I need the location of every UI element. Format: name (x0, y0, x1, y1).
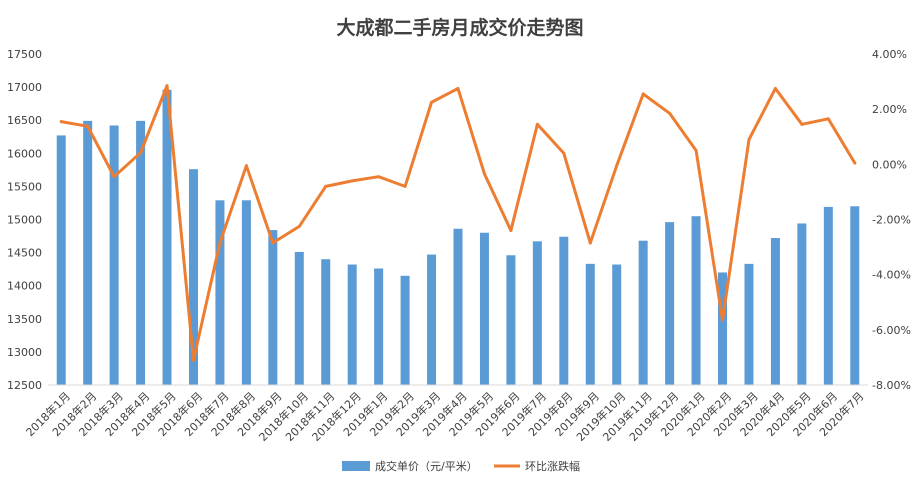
bar (585, 263, 595, 385)
bar (612, 264, 622, 385)
line-point (826, 117, 830, 121)
line-point (112, 175, 116, 179)
bar (559, 236, 569, 385)
line-point (535, 122, 539, 126)
bar (321, 259, 331, 385)
bar (400, 275, 410, 385)
line-point (403, 184, 407, 188)
bar (770, 238, 780, 385)
left-tick-label: 14000 (7, 280, 42, 293)
bar (83, 120, 93, 385)
line-point (86, 124, 90, 128)
bar (294, 251, 304, 385)
line-series (59, 84, 857, 362)
bar (56, 135, 66, 385)
line-point (721, 318, 725, 322)
line-point (218, 241, 222, 245)
bar-series (56, 89, 860, 386)
right-tick-label: -6.00% (872, 324, 911, 337)
bar (532, 241, 542, 385)
bar (109, 125, 119, 385)
right-tick-label: -8.00% (872, 379, 911, 392)
bar (215, 200, 225, 385)
legend: 成交单价（元/平米） 环比涨跌幅 (342, 459, 580, 473)
line-point (853, 161, 857, 165)
bar (797, 223, 807, 385)
left-tick-label: 16500 (7, 114, 42, 127)
bar (638, 240, 648, 385)
right-tick-label: -4.00% (872, 269, 911, 282)
line-point (694, 149, 698, 153)
left-tick-label: 15500 (7, 180, 42, 193)
line-point (430, 100, 434, 104)
left-axis: 12500 13000 13500 14000 14500 15000 15500 16000… (7, 48, 42, 392)
line-point (668, 111, 672, 115)
left-tick-label: 14500 (7, 247, 42, 260)
bar (374, 268, 384, 385)
left-tick-label: 17500 (7, 48, 42, 61)
bar (691, 216, 701, 385)
bar (718, 272, 728, 385)
chart-title: 大成都二手房月成交价走势图 (336, 16, 583, 39)
line-point (482, 172, 486, 176)
bar (241, 200, 251, 385)
bar (506, 255, 516, 385)
left-tick-label: 15000 (7, 214, 42, 227)
line-point (641, 92, 645, 96)
line-point (244, 164, 248, 168)
left-tick-label: 16000 (7, 147, 42, 160)
line-point (377, 175, 381, 179)
right-tick-label: -2.00% (872, 214, 911, 227)
legend-line-label: 环比涨跌幅 (525, 459, 580, 473)
x-axis: 2018年1月2018年2月2018年3月2018年4月2018年5月2018年… (23, 384, 868, 444)
line-point (800, 122, 804, 126)
right-tick-label: 4.00% (872, 48, 907, 61)
line-point (165, 84, 169, 88)
line-point (139, 151, 143, 155)
bar (665, 222, 675, 385)
line-point (562, 151, 566, 155)
bar (453, 228, 463, 385)
right-tick-label: 0.00% (872, 158, 907, 171)
line-point (456, 86, 460, 90)
legend-bar-label: 成交单价（元/平米） (375, 459, 478, 473)
left-tick-label: 12500 (7, 379, 42, 392)
line-point (59, 120, 63, 124)
left-tick-label: 13000 (7, 346, 42, 359)
line-point (324, 184, 328, 188)
line-point (747, 138, 751, 142)
bar (850, 206, 860, 385)
bar (347, 264, 357, 385)
bar (479, 232, 489, 385)
bar (136, 120, 146, 385)
bar (188, 169, 198, 385)
bar (427, 254, 437, 385)
line-point (509, 229, 513, 233)
line-point (297, 224, 301, 228)
line-point (588, 241, 592, 245)
bar (823, 206, 833, 385)
line-point (191, 358, 195, 362)
legend-bar-swatch (342, 461, 370, 471)
bar (268, 230, 278, 385)
line-point (350, 179, 354, 183)
left-tick-label: 17000 (7, 81, 42, 94)
line-point (773, 86, 777, 90)
left-tick-label: 13500 (7, 313, 42, 326)
right-axis: -8.00% -6.00% -4.00% -2.00% 0.00% 2.00% 4.00% (872, 48, 911, 392)
right-tick-label: 2.00% (872, 103, 907, 116)
line-point (271, 241, 275, 245)
line-point (615, 164, 619, 168)
bar (162, 89, 172, 386)
bar (744, 263, 754, 385)
